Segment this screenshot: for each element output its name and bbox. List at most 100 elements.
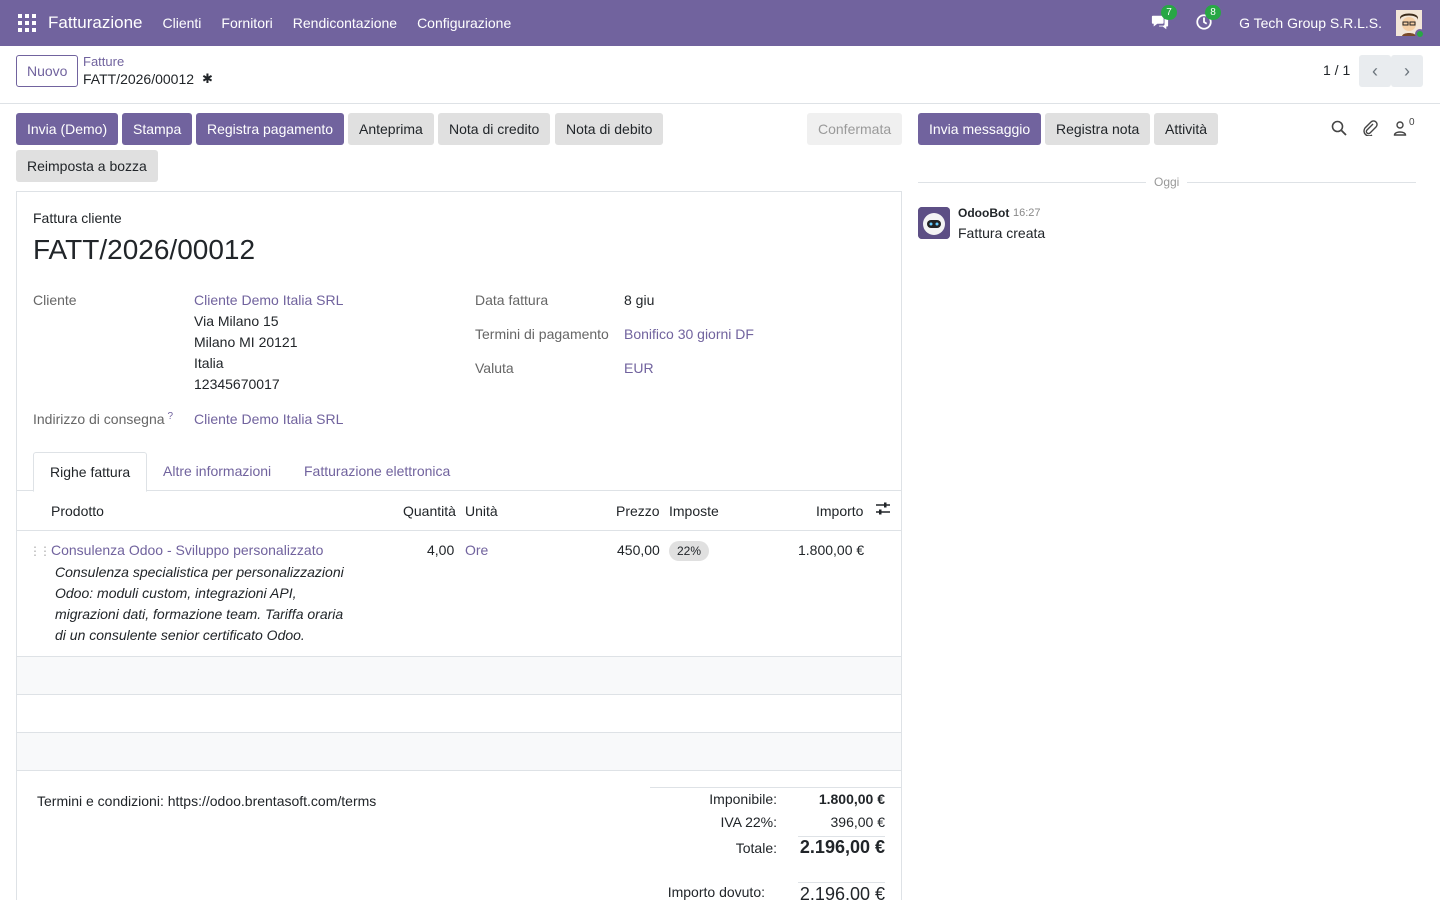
message-author[interactable]: OdooBot <box>958 206 1010 220</box>
invoice-date-label: Data fattura <box>475 292 549 308</box>
paperclip-icon[interactable] <box>1362 120 1380 138</box>
invoice-date-field[interactable]: 8 giu <box>624 292 655 308</box>
tab-other-info[interactable]: Altre informazioni <box>163 463 272 479</box>
messaging-menu[interactable]: 7 <box>1151 5 1178 33</box>
line-row-divider <box>17 656 901 657</box>
apps-menu-icon[interactable] <box>18 14 36 32</box>
followers-button[interactable]: 0 <box>1393 117 1419 138</box>
total-label: Totale: <box>735 840 777 856</box>
print-button[interactable]: Stampa <box>122 113 193 145</box>
total-divider <box>798 836 885 837</box>
send-button[interactable]: Invia (Demo) <box>16 113 119 145</box>
menu-clienti[interactable]: Clienti <box>162 15 202 31</box>
customer-label: Cliente <box>33 292 77 308</box>
amount-due: 2.196,00 € <box>799 884 885 900</box>
control-panel: Nuovo Fatture FATT/2026/00012 ✱ 1 / 1 ‹ … <box>0 46 1440 104</box>
document-name: FATT/2026/00012 <box>33 234 256 265</box>
invoice-form-sheet: Fattura cliente FATT/2026/00012 Cliente … <box>16 191 902 900</box>
col-header-quantity[interactable]: Quantità <box>403 503 456 519</box>
document-type: Fattura cliente <box>33 210 122 226</box>
preview-button[interactable]: Anteprima <box>348 113 434 145</box>
register-payment-button[interactable]: Registra pagamento <box>196 113 345 145</box>
amount-due-label: Importo dovuto: <box>667 884 765 900</box>
menu-rendicontazione[interactable]: Rendicontazione <box>292 15 398 31</box>
app-brand[interactable]: Fatturazione <box>48 13 143 32</box>
activities-button[interactable]: Attività <box>1154 113 1219 145</box>
clock-icon <box>1196 14 1212 30</box>
line-tax-badge[interactable]: 22% <box>669 541 710 561</box>
debit-note-button[interactable]: Nota di debito <box>555 113 664 145</box>
col-header-price[interactable]: Prezzo <box>616 503 660 519</box>
credit-note-button[interactable]: Nota di credito <box>438 113 551 145</box>
customer-city: Milano MI 20121 <box>194 334 298 350</box>
line-price[interactable]: 450,00 <box>617 542 660 558</box>
help-tooltip-icon[interactable]: ? <box>167 411 174 422</box>
optional-columns-toggle[interactable] <box>875 501 891 520</box>
col-header-taxes[interactable]: Imposte <box>669 503 719 519</box>
line-description[interactable]: Consulenza specialistica per personalizz… <box>55 564 344 643</box>
breadcrumb-parent[interactable]: Fatture <box>83 54 125 69</box>
line-amount: 1.800,00 € <box>798 542 865 558</box>
company-switcher[interactable]: G Tech Group S.R.L.S. <box>1239 15 1382 31</box>
currency-label: Valuta <box>475 360 514 376</box>
tab-e-invoicing[interactable]: Fatturazione elettronica <box>304 463 451 479</box>
breadcrumb-current: FATT/2026/00012 ✱ <box>83 71 213 87</box>
table-header-divider <box>17 530 901 531</box>
terms-and-conditions[interactable]: Termini e condizioni: https://odoo.brent… <box>37 793 377 809</box>
untaxed-amount: 1.800,00 € <box>818 791 885 807</box>
chat-bubbles-icon <box>1151 15 1169 30</box>
col-header-amount[interactable]: Importo <box>816 503 864 519</box>
search-icon[interactable] <box>1331 120 1349 138</box>
gear-icon[interactable]: ✱ <box>202 71 213 86</box>
sliders-icon <box>876 502 890 515</box>
col-header-product[interactable]: Prodotto <box>51 503 104 519</box>
send-message-button[interactable]: Invia messaggio <box>918 113 1042 145</box>
customer-link[interactable]: Cliente Demo Italia SRL <box>194 292 344 308</box>
customer-country: Italia <box>194 355 224 371</box>
totals-top-divider <box>650 787 901 788</box>
odoobot-avatar[interactable] <box>918 207 950 239</box>
col-header-unit[interactable]: Unità <box>465 503 498 519</box>
line-quantity[interactable]: 4,00 <box>427 542 455 558</box>
currency-field[interactable]: EUR <box>624 360 654 376</box>
empty-table-row <box>17 695 901 733</box>
activity-menu[interactable]: 8 <box>1195 5 1222 33</box>
customer-vat: 12345670017 <box>194 376 280 392</box>
menu-fornitori[interactable]: Fornitori <box>221 15 273 31</box>
chevron-right-icon: › <box>1404 61 1410 81</box>
followers-count: 0 <box>1409 117 1415 128</box>
vat-amount: 396,00 € <box>830 814 886 830</box>
message-time: 16:27 <box>1013 207 1041 219</box>
total-amount: 2.196,00 € <box>799 837 885 857</box>
online-status-dot <box>1415 29 1425 39</box>
menu-configurazione[interactable]: Configurazione <box>417 15 512 31</box>
delivery-address-label: Indirizzo di consegna? <box>33 411 173 427</box>
pager-next-button[interactable]: › <box>1391 55 1423 87</box>
user-avatar[interactable] <box>1396 10 1425 39</box>
tab-invoice-lines[interactable]: Righe fattura <box>33 452 148 492</box>
log-note-button[interactable]: Registra nota <box>1045 113 1151 145</box>
vat-label: IVA 22%: <box>720 814 777 830</box>
payment-terms-field[interactable]: Bonifico 30 giorni DF <box>624 326 754 342</box>
messages-count-badge: 7 <box>1161 5 1178 20</box>
activities-count-badge: 8 <box>1205 5 1222 20</box>
person-icon <box>1393 121 1407 136</box>
pager-value[interactable]: 1 / 1 <box>1323 62 1351 78</box>
drag-handle-icon[interactable]: ⋮⋮ <box>29 544 51 558</box>
new-button[interactable]: Nuovo <box>16 55 79 87</box>
due-divider <box>798 882 885 883</box>
line-unit[interactable]: Ore <box>465 542 489 558</box>
day-divider-label: Oggi <box>1146 175 1188 189</box>
pager-previous-button[interactable]: ‹ <box>1359 55 1391 87</box>
delivery-address-label-text: Indirizzo di consegna <box>33 411 165 427</box>
chevron-left-icon: ‹ <box>1372 61 1378 81</box>
delivery-address-link[interactable]: Cliente Demo Italia SRL <box>194 411 344 427</box>
empty-table-row <box>17 733 901 771</box>
message-body: Fattura creata <box>958 225 1046 241</box>
customer-street: Via Milano 15 <box>194 313 279 329</box>
reset-to-draft-button[interactable]: Reimposta a bozza <box>16 150 158 182</box>
top-navbar: Fatturazione Clienti Fornitori Rendicont… <box>0 0 1440 46</box>
untaxed-label: Imponibile: <box>709 791 777 807</box>
notebook-tabs: Righe fattura Altre informazioni Fattura… <box>17 452 901 492</box>
line-product-link[interactable]: Consulenza Odoo - Sviluppo personalizzat… <box>51 542 324 558</box>
